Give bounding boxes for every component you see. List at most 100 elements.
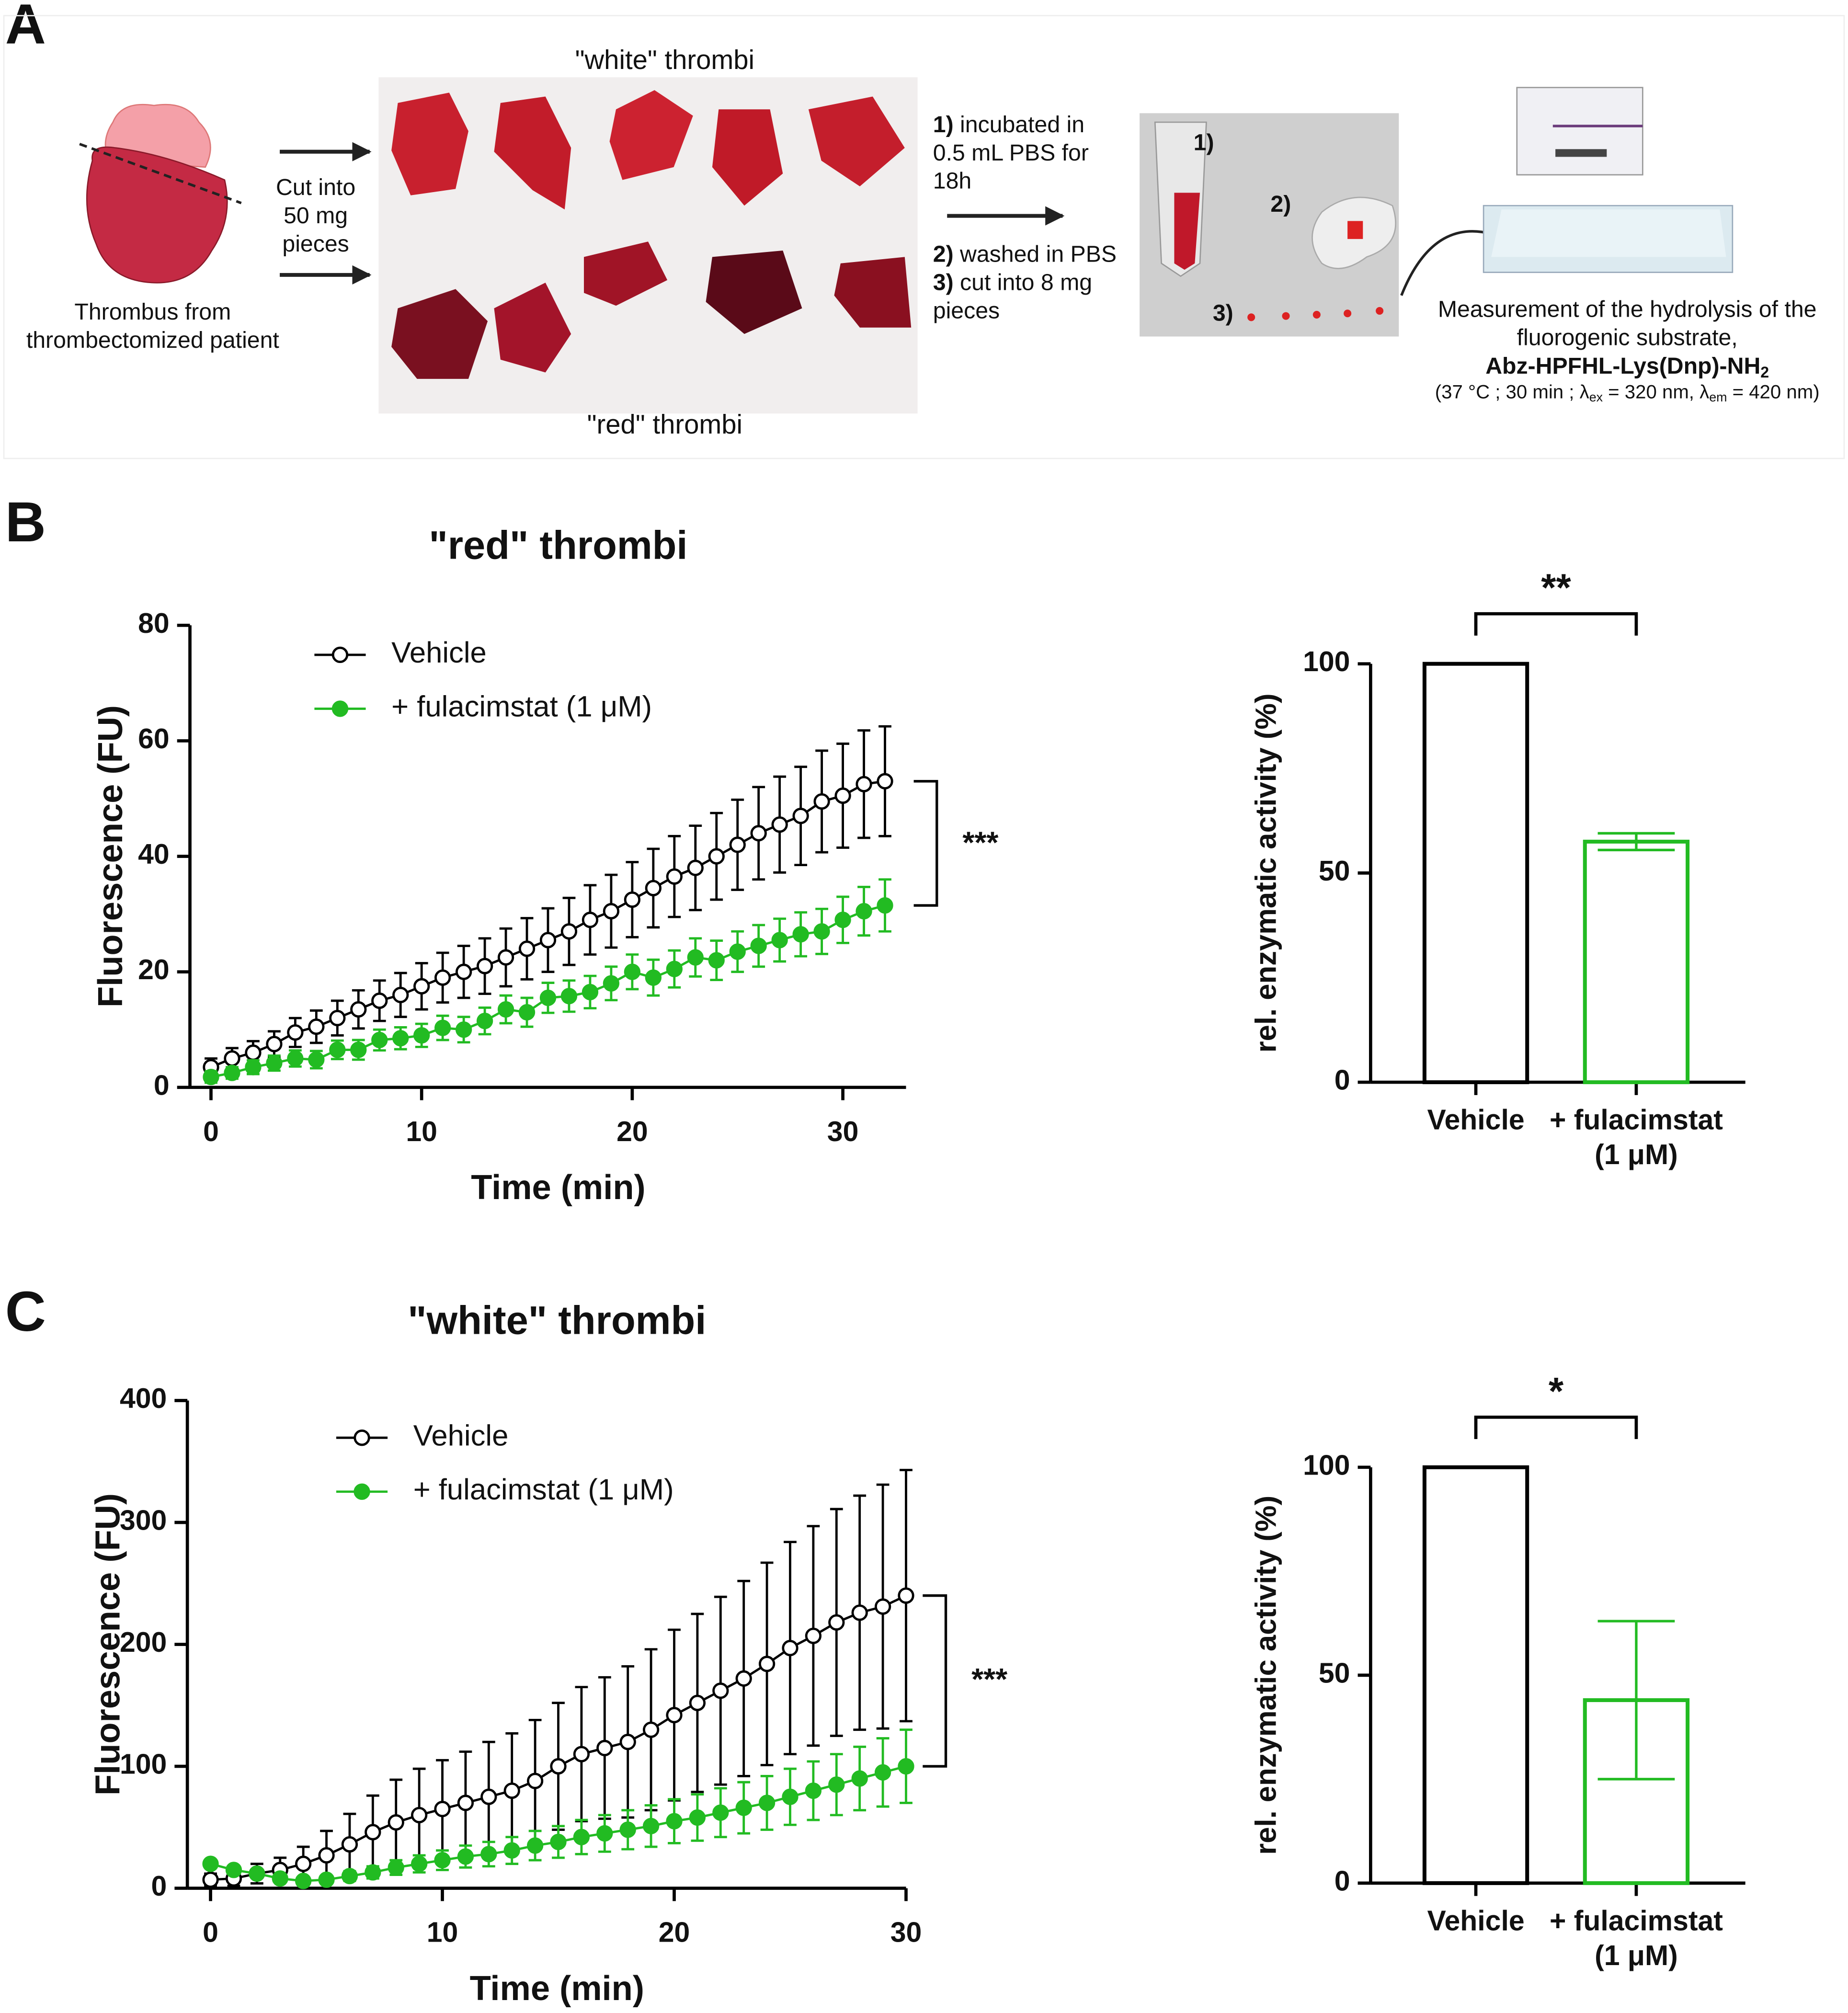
chart-title: "white" thrombi bbox=[408, 1298, 706, 1343]
y-tick-label: 40 bbox=[138, 839, 170, 870]
marker bbox=[582, 912, 599, 928]
y-tick-label: 80 bbox=[138, 608, 170, 639]
marker bbox=[341, 1867, 358, 1885]
marker bbox=[666, 1813, 683, 1830]
bar bbox=[1583, 839, 1690, 1085]
step-line: 0.5 mL PBS for bbox=[933, 140, 1089, 166]
marker bbox=[573, 1746, 590, 1762]
significance-label: *** bbox=[971, 1662, 1007, 1696]
legend-label: Vehicle bbox=[413, 1419, 509, 1452]
legend-marker bbox=[354, 1430, 370, 1446]
marker bbox=[539, 989, 557, 1006]
marker bbox=[782, 1788, 799, 1805]
marker bbox=[642, 1721, 660, 1738]
marker bbox=[877, 773, 893, 789]
marker bbox=[480, 1846, 497, 1863]
process-photo bbox=[1140, 113, 1399, 337]
y-tick-label: 100 bbox=[120, 1749, 167, 1780]
marker bbox=[550, 1833, 567, 1851]
marker bbox=[411, 1807, 428, 1824]
marker bbox=[771, 816, 788, 833]
marker bbox=[295, 1855, 312, 1872]
step-text: 2) washed in PBS bbox=[933, 241, 1117, 267]
marker bbox=[434, 969, 451, 986]
marker bbox=[518, 1004, 536, 1021]
substrate-sub: 2 bbox=[1760, 364, 1769, 381]
step-line: pieces bbox=[933, 297, 1000, 323]
x-tick-label: + fulacimstat bbox=[1550, 1105, 1723, 1136]
legend-label: + fulacimstat (1 μM) bbox=[413, 1473, 674, 1506]
step-num: 2) bbox=[933, 241, 954, 267]
marker bbox=[526, 1837, 544, 1854]
marker bbox=[371, 992, 388, 1009]
panel-label: B bbox=[5, 490, 46, 553]
x-tick-label: Vehicle bbox=[1427, 1905, 1524, 1936]
marker bbox=[856, 776, 872, 792]
marker bbox=[225, 1862, 242, 1878]
marker bbox=[666, 868, 683, 885]
marker bbox=[455, 963, 472, 980]
marker bbox=[318, 1847, 335, 1864]
x-tick-label: 20 bbox=[616, 1116, 648, 1147]
red-thrombi-label: "red" thrombi bbox=[587, 409, 742, 439]
step-text: 3) cut into 8 mg bbox=[933, 269, 1092, 295]
cut-label: 50 mg bbox=[284, 203, 348, 229]
marker bbox=[434, 1019, 451, 1036]
marker bbox=[202, 1855, 219, 1872]
marker bbox=[712, 1682, 729, 1699]
substrate-main: Abz-HPFHL-Lys(Dnp)-NH bbox=[1485, 353, 1760, 379]
marker bbox=[503, 1842, 520, 1859]
marker bbox=[411, 1855, 428, 1872]
x-tick-label: 0 bbox=[203, 1917, 218, 1948]
marker bbox=[388, 1859, 404, 1876]
marker bbox=[202, 1871, 219, 1888]
y-axis-label: rel. enzymatic activity (%) bbox=[1249, 693, 1282, 1052]
marker bbox=[834, 787, 851, 804]
x-tick-label: 10 bbox=[427, 1917, 458, 1948]
marker bbox=[350, 1041, 367, 1058]
marker bbox=[689, 1809, 706, 1826]
x-axis-label: Time (min) bbox=[471, 1168, 645, 1207]
marker bbox=[224, 1064, 240, 1081]
marker bbox=[687, 949, 704, 966]
marker bbox=[434, 1852, 451, 1869]
marker bbox=[805, 1782, 822, 1799]
x-tick-label: 30 bbox=[890, 1917, 922, 1948]
x-tick-label: 10 bbox=[406, 1116, 437, 1147]
marker bbox=[828, 1614, 845, 1631]
legend-marker bbox=[354, 1483, 370, 1500]
marker bbox=[550, 1758, 567, 1775]
marker bbox=[365, 1864, 381, 1881]
y-tick-label: 0 bbox=[1335, 1865, 1350, 1897]
x-tick-label: (1 μM) bbox=[1595, 1139, 1678, 1170]
marker bbox=[782, 1640, 799, 1657]
y-axis-label: rel. enzymatic activity (%) bbox=[1249, 1496, 1282, 1855]
legend-label: + fulacimstat (1 μM) bbox=[391, 690, 652, 723]
step-text: 1) incubated in bbox=[933, 112, 1084, 137]
marker bbox=[413, 978, 430, 995]
marker bbox=[413, 1027, 430, 1044]
step-line: 18h bbox=[933, 168, 971, 194]
error-bar bbox=[1597, 832, 1675, 852]
significance-bracket bbox=[1474, 1415, 1638, 1439]
step-num: 3) bbox=[933, 269, 954, 295]
marker bbox=[758, 1656, 776, 1672]
x-tick-label: + fulacimstat bbox=[1550, 1905, 1723, 1936]
marker bbox=[224, 1050, 240, 1067]
step-line: cut into 8 mg bbox=[960, 269, 1092, 295]
marker bbox=[480, 1788, 497, 1805]
y-axis-label: Fluorescence (FU) bbox=[91, 705, 130, 1007]
thrombi-photo bbox=[378, 77, 918, 414]
marker bbox=[750, 825, 767, 842]
white-thrombi-label: "white" thrombi bbox=[575, 45, 754, 75]
chart-title: "red" thrombi bbox=[429, 523, 687, 567]
x-tick-label: Vehicle bbox=[1427, 1105, 1524, 1136]
marker bbox=[729, 836, 746, 853]
marker bbox=[371, 1031, 388, 1049]
marker bbox=[729, 943, 746, 960]
marker bbox=[318, 1871, 335, 1888]
marker bbox=[708, 848, 725, 865]
marker bbox=[329, 1041, 346, 1058]
marker bbox=[645, 880, 662, 896]
